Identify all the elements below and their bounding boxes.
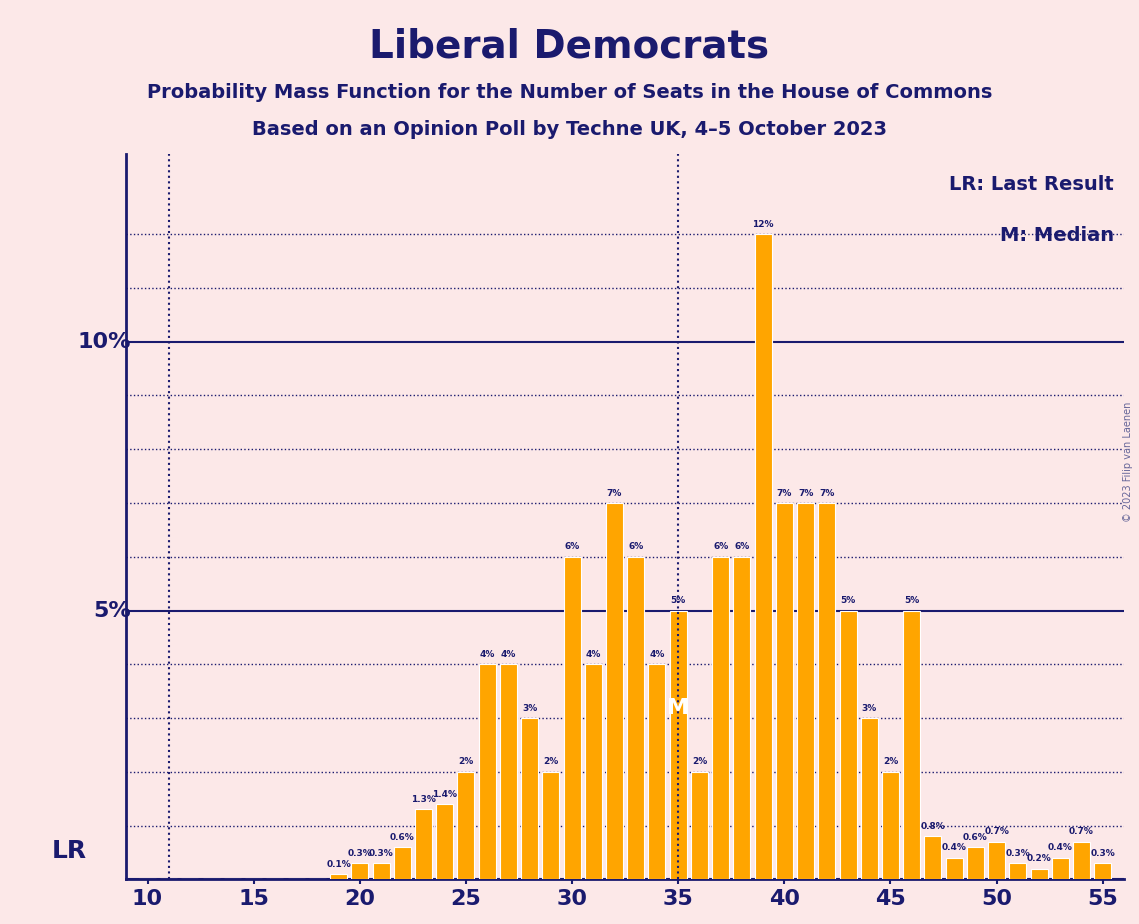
Bar	[1031, 869, 1048, 880]
Text: 0.1%: 0.1%	[326, 859, 351, 869]
Bar	[839, 611, 857, 880]
Text: 2%: 2%	[883, 758, 899, 766]
Bar	[606, 503, 623, 880]
Text: 0.8%: 0.8%	[920, 822, 945, 831]
Text: 4%: 4%	[501, 650, 516, 659]
Bar	[755, 234, 771, 880]
Bar	[584, 664, 601, 880]
Bar	[734, 557, 751, 880]
Text: 5%: 5%	[904, 596, 919, 605]
Text: 7%: 7%	[819, 489, 835, 498]
Text: 5%: 5%	[92, 601, 131, 621]
Bar	[330, 874, 347, 880]
Bar	[372, 863, 390, 880]
Bar	[1095, 863, 1112, 880]
Text: © 2023 Filip van Laenen: © 2023 Filip van Laenen	[1123, 402, 1133, 522]
Text: Liberal Democrats: Liberal Democrats	[369, 28, 770, 66]
Text: 10%: 10%	[77, 332, 131, 352]
Text: LR: Last Result: LR: Last Result	[949, 176, 1114, 194]
Bar	[691, 772, 708, 880]
Text: 4%: 4%	[649, 650, 665, 659]
Text: 4%: 4%	[585, 650, 601, 659]
Text: 2%: 2%	[458, 758, 474, 766]
Bar	[394, 847, 411, 880]
Text: 2%: 2%	[543, 758, 558, 766]
Bar	[818, 503, 835, 880]
Text: M: Median: M: Median	[1000, 226, 1114, 245]
Text: 6%: 6%	[565, 542, 580, 552]
Bar	[628, 557, 645, 880]
Bar	[522, 718, 538, 880]
Bar	[670, 611, 687, 880]
Text: 4%: 4%	[480, 650, 494, 659]
Bar	[945, 857, 962, 880]
Text: 6%: 6%	[713, 542, 728, 552]
Text: 0.7%: 0.7%	[1070, 827, 1093, 836]
Bar	[967, 847, 984, 880]
Text: 0.4%: 0.4%	[1048, 844, 1073, 853]
Text: 0.3%: 0.3%	[347, 849, 372, 857]
Text: 2%: 2%	[691, 758, 707, 766]
Text: 0.6%: 0.6%	[964, 833, 988, 842]
Bar	[1051, 857, 1068, 880]
Bar	[861, 718, 878, 880]
Text: 7%: 7%	[798, 489, 813, 498]
Text: 0.3%: 0.3%	[1006, 849, 1031, 857]
Text: 0.3%: 0.3%	[1090, 849, 1115, 857]
Text: 0.4%: 0.4%	[942, 844, 967, 853]
Bar	[903, 611, 920, 880]
Bar	[797, 503, 814, 880]
Bar	[458, 772, 475, 880]
Bar	[564, 557, 581, 880]
Bar	[478, 664, 495, 880]
Text: 0.2%: 0.2%	[1026, 854, 1051, 863]
Text: 0.6%: 0.6%	[390, 833, 415, 842]
Bar	[648, 664, 665, 880]
Text: 1.3%: 1.3%	[411, 795, 436, 804]
Bar	[542, 772, 559, 880]
Bar	[882, 772, 899, 880]
Bar	[436, 804, 453, 880]
Text: 7%: 7%	[607, 489, 622, 498]
Bar	[415, 809, 432, 880]
Text: Based on an Opinion Poll by Techne UK, 4–5 October 2023: Based on an Opinion Poll by Techne UK, 4…	[252, 120, 887, 140]
Text: 7%: 7%	[777, 489, 792, 498]
Bar	[1073, 842, 1090, 880]
Bar	[1009, 863, 1026, 880]
Text: 6%: 6%	[735, 542, 749, 552]
Text: 12%: 12%	[753, 220, 773, 229]
Text: 3%: 3%	[522, 704, 538, 712]
Bar	[925, 836, 942, 880]
Text: M: M	[667, 698, 689, 718]
Text: 0.7%: 0.7%	[984, 827, 1009, 836]
Bar	[351, 863, 368, 880]
Text: 3%: 3%	[861, 704, 877, 712]
Text: 5%: 5%	[671, 596, 686, 605]
Bar	[500, 664, 517, 880]
Text: LR: LR	[52, 839, 87, 863]
Text: Probability Mass Function for the Number of Seats in the House of Commons: Probability Mass Function for the Number…	[147, 83, 992, 103]
Bar	[989, 842, 1005, 880]
Text: 5%: 5%	[841, 596, 855, 605]
Bar	[776, 503, 793, 880]
Bar	[712, 557, 729, 880]
Text: 1.4%: 1.4%	[432, 790, 457, 798]
Text: 0.3%: 0.3%	[369, 849, 393, 857]
Text: 6%: 6%	[628, 542, 644, 552]
